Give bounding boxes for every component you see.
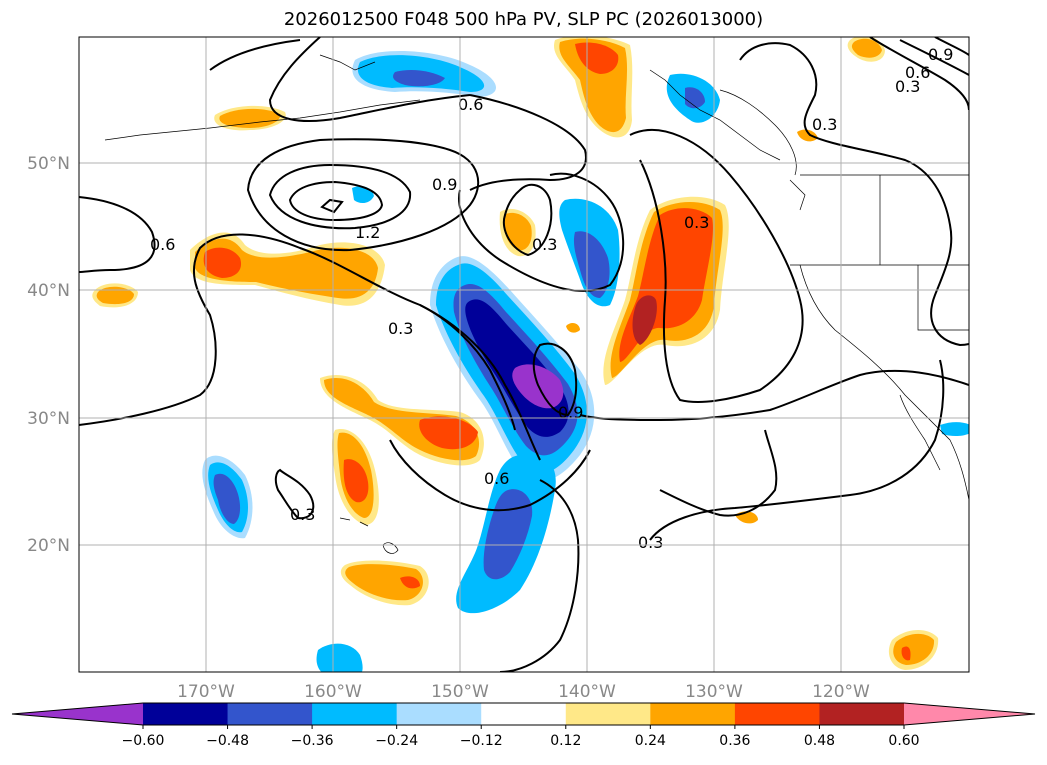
colorbar-cell [312,703,398,725]
contour-label: 0.6 [484,469,509,488]
lon-label: 170°W [177,682,235,702]
gridlines [79,37,969,672]
lon-label: 140°W [558,682,616,702]
lat-tick-labels: 50°N 40°N 30°N 20°N [27,154,70,556]
colorbar-cell [565,703,651,725]
contour-label: 0.3 [290,505,315,524]
colorbar-cell [227,703,313,725]
contour-labels: 0.6 0.9 1.2 0.3 0.6 0.3 0.3 0.9 0.3 0.6 … [150,45,953,552]
contour-label: 0.6 [905,63,930,82]
contour-label: 0.3 [532,235,557,254]
colorbar-cell [143,703,229,725]
contour-label: 0.3 [388,319,413,338]
colorbar-tick-label: −0.36 [291,733,334,749]
lon-label: 160°W [304,682,362,702]
colorbar-cell [650,703,736,725]
lat-label: 20°N [27,536,70,556]
lon-label: 120°W [812,682,870,702]
slp-contours [79,37,969,672]
contour-label: 0.6 [458,95,483,114]
lon-label: 150°W [431,682,489,702]
lon-tick-labels: 170°W 160°W 150°W 140°W 130°W 120°W [177,682,870,702]
contour-label: 0.3 [684,213,709,232]
contour-label: 0.9 [928,45,953,64]
colorbar-cell [481,703,567,725]
contour-label: 0.3 [895,77,920,96]
colorbar-tick-label: −0.48 [206,733,249,749]
colorbar: −0.60 −0.48 −0.36 −0.24 −0.12 0.12 0.24 0.36 0.4… [11,702,1036,749]
lon-label: 130°W [685,682,743,702]
colorbar-tick-label: −0.60 [122,733,165,749]
colorbar-cell [734,703,820,725]
colorbar-extend-high [904,703,1035,725]
colorbar-tick-label: −0.24 [375,733,418,749]
pv-fill-layer [92,37,969,672]
contour-label: 0.3 [812,115,837,134]
coastlines [104,54,969,554]
colorbar-tick-label: −0.12 [460,733,503,749]
lat-label: 30°N [27,409,70,429]
contour-label: 0.9 [558,403,583,422]
colorbar-cell [396,703,482,725]
contour-label: 0.3 [638,533,663,552]
lat-label: 40°N [27,281,70,301]
colorbar-tick-label: 0.60 [888,733,919,749]
map-title: 2026012500 F048 500 hPa PV, SLP PC (2026… [283,9,764,30]
contour-label: 1.2 [355,223,380,242]
colorbar-tick-label: 0.24 [635,733,666,749]
map-frame [78,36,970,673]
colorbar-extend-low [12,703,143,725]
colorbar-tick-label: 0.12 [550,733,581,749]
colorbar-tick-label: 0.48 [804,733,835,749]
colorbar-tick-label: 0.36 [719,733,750,749]
colorbar-cell [819,703,905,725]
lat-label: 50°N [27,154,70,174]
contour-label: 0.9 [432,175,457,194]
contour-label: 0.6 [150,235,175,254]
